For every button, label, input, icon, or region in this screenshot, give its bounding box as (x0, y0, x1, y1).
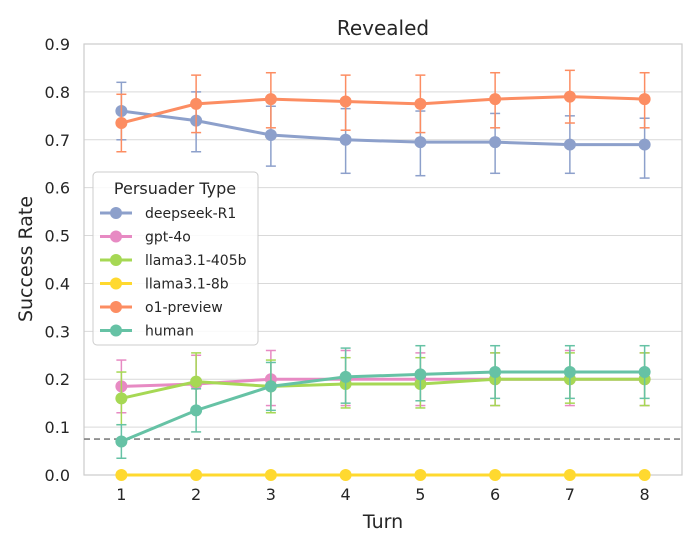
data-point (638, 93, 651, 106)
data-point (190, 404, 203, 417)
y-axis-title: Success Rate (15, 196, 37, 322)
data-point (563, 366, 576, 379)
data-point (563, 469, 576, 481)
legend-title: Persuader Type (114, 179, 236, 198)
x-tick-label: 1 (116, 485, 126, 504)
data-point (563, 138, 576, 151)
data-point (264, 469, 277, 481)
y-tick-label: 0.1 (45, 418, 70, 437)
legend-item: human (100, 324, 194, 340)
data-point (190, 469, 203, 481)
data-point (414, 97, 427, 110)
data-point (414, 368, 427, 381)
legend: Persuader Type deepseek-R1 gpt-4o llama3.1… (92, 171, 259, 346)
data-point (414, 469, 427, 481)
data-point (264, 128, 277, 141)
y-tick-label: 0.9 (45, 35, 70, 54)
x-tick-label: 2 (191, 485, 201, 504)
legend-item: llama3.1-8b (100, 277, 229, 293)
y-tick-label: 0.8 (45, 83, 70, 102)
data-point (264, 380, 277, 393)
data-point (339, 133, 352, 146)
data-point (489, 469, 502, 481)
legend-label: deepseek-R1 (145, 206, 236, 222)
legend-label: gpt-4o (145, 230, 191, 246)
data-point (115, 435, 128, 448)
legend-swatch-marker (110, 324, 122, 337)
tick-labels: 0.0 0.1 0.2 0.3 0.4 0.5 0.6 0.7 0.8 0.9 1 2 3 4 5 6 7 8 (45, 35, 650, 504)
y-tick-label: 0.4 (45, 274, 70, 293)
legend-swatch-marker (110, 254, 122, 266)
y-tick-label: 0.6 (45, 179, 70, 198)
x-tick-label: 4 (341, 485, 351, 504)
legend-label: o1-preview (145, 300, 223, 316)
data-point (489, 93, 502, 106)
legend-label: llama3.1-405b (145, 253, 247, 269)
data-point (638, 469, 651, 481)
legend-swatch-marker (110, 301, 122, 313)
y-tick-label: 0.0 (45, 466, 70, 485)
data-point (190, 375, 203, 388)
series-line (121, 95, 645, 125)
data-point (489, 136, 502, 149)
data-point (638, 138, 651, 151)
data-point (339, 370, 352, 383)
chart-title: Revealed (337, 16, 429, 40)
data-point (264, 93, 277, 106)
series-line (121, 109, 645, 147)
legend-item: gpt-4o (100, 230, 191, 246)
x-tick-label: 3 (266, 485, 276, 504)
legend-item: o1-preview (100, 300, 223, 316)
data-point (339, 95, 352, 108)
data-point (638, 366, 651, 379)
data-point (414, 136, 427, 149)
data-point (115, 469, 128, 481)
legend-box (92, 171, 259, 346)
y-tick-label: 0.7 (45, 131, 70, 150)
x-tick-label: 5 (415, 485, 425, 504)
legend-swatch-marker (110, 207, 122, 219)
data-point (563, 90, 576, 103)
legend-items: deepseek-R1 gpt-4o llama3.1-405b llama3.1-8… (100, 206, 247, 340)
legend-swatch-marker (110, 277, 122, 290)
y-tick-label: 0.3 (45, 322, 70, 341)
data-point (190, 97, 203, 110)
legend-swatch-marker (110, 230, 122, 243)
series-o1-preview (115, 69, 651, 153)
legend-item: deepseek-R1 (100, 206, 236, 222)
data-point (115, 392, 128, 405)
data-point (339, 469, 352, 481)
legend-label: llama3.1-8b (145, 277, 229, 293)
series-layer (115, 69, 651, 481)
data-point (489, 366, 502, 379)
legend-item: llama3.1-405b (100, 253, 247, 269)
y-tick-label: 0.5 (45, 227, 70, 246)
y-tick-label: 0.2 (45, 370, 70, 389)
legend-label: human (145, 324, 194, 340)
x-tick-label: 7 (565, 485, 575, 504)
x-tick-label: 6 (490, 485, 500, 504)
series-line (120, 370, 645, 443)
series-human (115, 344, 651, 459)
data-point (115, 117, 128, 130)
x-tick-label: 8 (640, 485, 650, 504)
series-line (121, 377, 645, 400)
series-llama3.1-8b (115, 469, 651, 481)
x-axis-title: Turn (362, 511, 403, 533)
